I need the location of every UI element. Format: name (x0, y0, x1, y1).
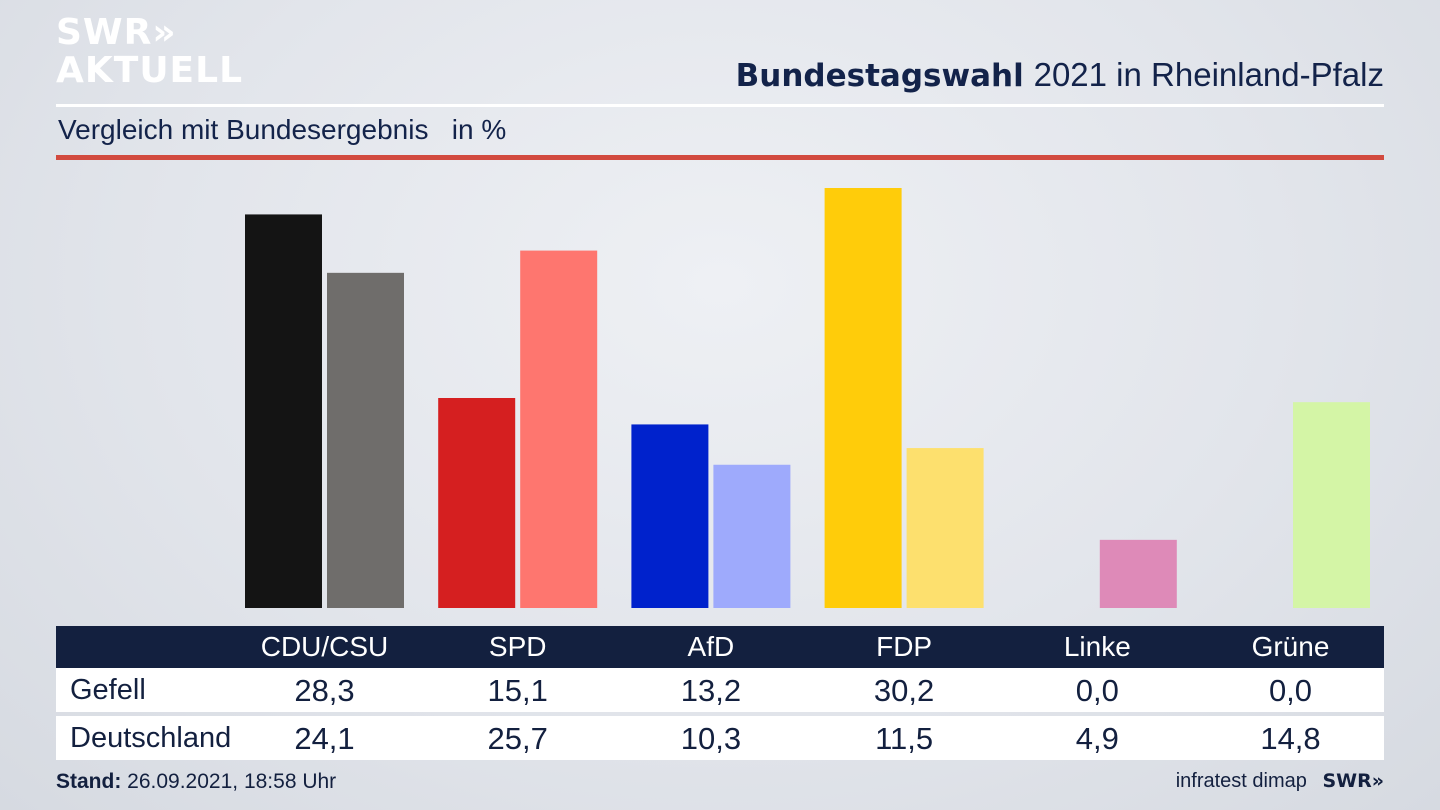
bar-gefell-afd (631, 424, 709, 608)
value-gefell-spd: 15,1 (487, 673, 548, 708)
value-gefell-cdu-csu: 28,3 (294, 673, 355, 708)
column-header-cdu-csu: CDU/CSU (260, 631, 389, 662)
logo-line-swr: SWR» (56, 12, 177, 53)
bar-gefell-fdp (824, 188, 902, 608)
row-label-gefell: Gefell (70, 674, 146, 706)
value-gefell-linke: 0,0 (1075, 673, 1119, 708)
bar-deutschland-fdp (906, 448, 984, 608)
footer-source: infratest dimap SWR» (1176, 770, 1384, 793)
column-header-grüne: Grüne (1251, 631, 1330, 662)
value-gefell-fdp: 30,2 (873, 673, 935, 708)
swr-aktuell-logo: SWR» AKTUELL (56, 14, 243, 90)
column-header-spd: SPD (488, 631, 547, 662)
bar-gefell-cdu-csu (245, 214, 322, 609)
footer-timestamp: Stand: 26.09.2021, 18:58 Uhr (56, 770, 336, 794)
bar-deutschland-spd (520, 250, 598, 609)
title-bold: Bundestagswahl (735, 58, 1024, 94)
column-header-linke: Linke (1063, 631, 1131, 662)
table-row-deutschland: Deutschland 24,1 25,7 10,3 11,5 4,9 14,8 (56, 716, 1384, 760)
bar-deutschland-linke (1099, 539, 1177, 608)
chart-subtitle: Vergleich mit Bundesergebnis in % (58, 114, 507, 145)
bar-chart (245, 188, 1370, 609)
value-deutschland-spd: 25,7 (487, 721, 548, 756)
source-label: infratest dimap (1175, 770, 1307, 792)
logo-line-aktuell: AKTUELL (56, 50, 244, 91)
value-gefell-afd: 13,2 (680, 673, 742, 708)
value-deutschland-afd: 10,3 (680, 721, 742, 756)
value-deutschland-fdp: 11,5 (875, 721, 934, 756)
value-deutschland-grüne: 14,8 (1260, 721, 1321, 756)
value-gefell-grüne: 0,0 (1268, 673, 1313, 708)
value-deutschland-linke: 4,9 (1075, 721, 1119, 756)
value-deutschland-cdu-csu: 24,1 (294, 721, 355, 756)
bar-deutschland-cdu-csu (327, 272, 404, 608)
divider-red (56, 155, 1384, 160)
table-row-gefell: Gefell 28,3 15,1 13,2 30,2 0,0 0,0 (56, 668, 1384, 712)
stand-value: 26.09.2021, 18:58 Uhr (127, 770, 337, 793)
column-header-fdp: FDP (876, 631, 933, 662)
results-table: CDU/CSU SPD AfD FDP Linke Grüne Gefell 28,3 15… (56, 626, 1384, 760)
column-header-afd: AfD (687, 631, 735, 662)
stand-label: Stand: (56, 770, 122, 793)
bar-deutschland-grüne (1293, 402, 1370, 608)
title-rest: 2021 in Rheinland-Pfalz (1033, 56, 1384, 93)
table-header-row: CDU/CSU SPD AfD FDP Linke Grüne (56, 626, 1384, 668)
bar-gefell-spd (438, 398, 516, 608)
page-title: Bundestagswahl 2021 in Rheinland-Pfalz (736, 56, 1384, 94)
bar-deutschland-afd (713, 464, 791, 608)
row-label-deutschland: Deutschland (70, 722, 232, 754)
divider-white (56, 104, 1384, 107)
footer-swr-logo: SWR» (1322, 770, 1384, 792)
